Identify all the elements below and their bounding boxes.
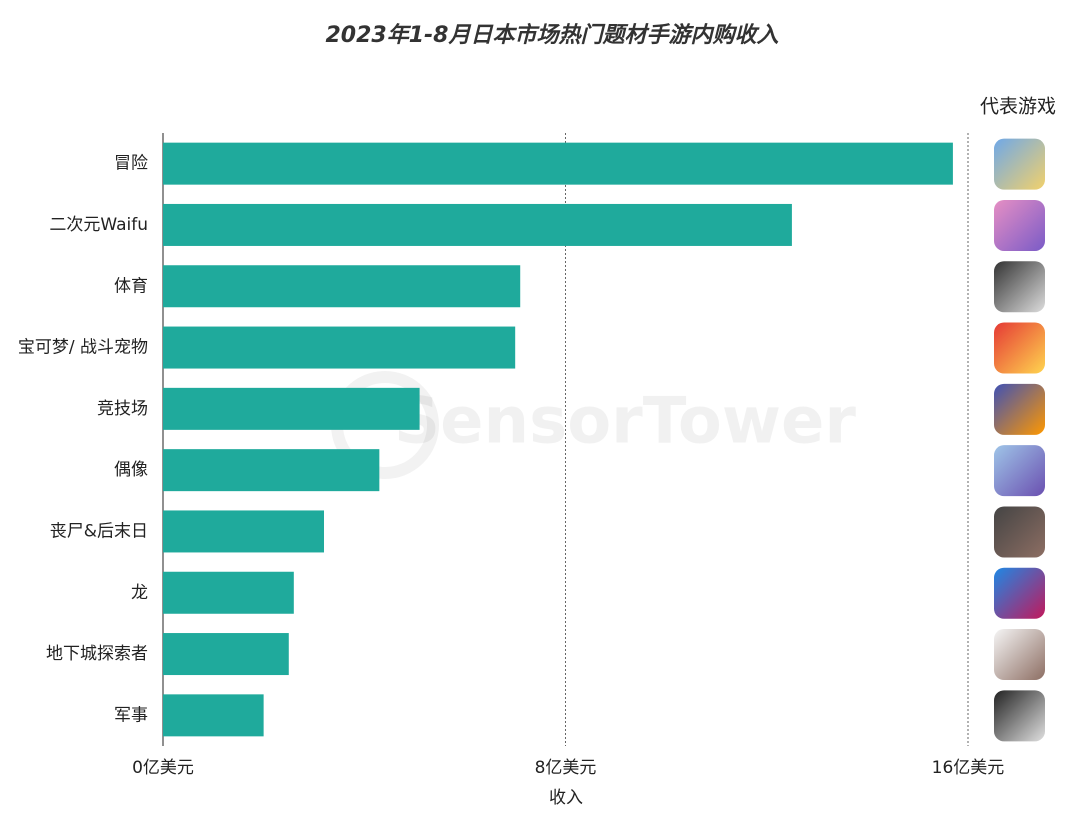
game-icon bbox=[994, 383, 1045, 435]
y-tick-label: 偶像 bbox=[114, 460, 148, 480]
x-tick-label: 0亿美元 bbox=[132, 758, 194, 778]
game-icon bbox=[994, 629, 1045, 681]
watermark: SensorTower bbox=[394, 385, 856, 459]
y-tick-label: 二次元Waifu bbox=[49, 215, 148, 235]
y-tick-label: 地下城探索者 bbox=[46, 644, 148, 664]
x-axis-label: 收入 bbox=[549, 788, 583, 808]
bar bbox=[163, 265, 521, 308]
bar bbox=[163, 326, 516, 369]
bar bbox=[163, 571, 294, 614]
bar bbox=[163, 633, 289, 676]
game-icon bbox=[994, 567, 1045, 619]
y-tick-label: 竞技场 bbox=[97, 399, 148, 419]
game-icon bbox=[994, 322, 1045, 374]
y-tick-label: 丧尸&后末日 bbox=[50, 521, 148, 541]
bar bbox=[163, 203, 792, 246]
game-icon bbox=[994, 261, 1045, 313]
y-tick-label: 冒险 bbox=[114, 154, 148, 174]
x-tick-label: 8亿美元 bbox=[535, 758, 597, 778]
bar bbox=[163, 449, 380, 492]
bar bbox=[163, 694, 264, 737]
side-header: 代表游戏 bbox=[980, 96, 1056, 118]
game-icon bbox=[994, 506, 1045, 558]
y-tick-label: 宝可梦/ 战斗宠物 bbox=[18, 338, 148, 358]
y-tick-label: 体育 bbox=[114, 276, 148, 296]
game-icon bbox=[994, 138, 1045, 190]
game-icon bbox=[994, 690, 1045, 742]
game-icon bbox=[994, 445, 1045, 497]
chart-title: 2023年1-8月日本市场热门题材手游内购收入 bbox=[326, 22, 779, 48]
bar bbox=[163, 142, 953, 185]
y-tick-label: 龙 bbox=[131, 583, 148, 603]
x-tick-label: 16亿美元 bbox=[932, 758, 1005, 778]
y-tick-label: 军事 bbox=[114, 705, 148, 725]
bar bbox=[163, 387, 420, 430]
game-icon bbox=[994, 199, 1045, 251]
bar bbox=[163, 510, 324, 553]
